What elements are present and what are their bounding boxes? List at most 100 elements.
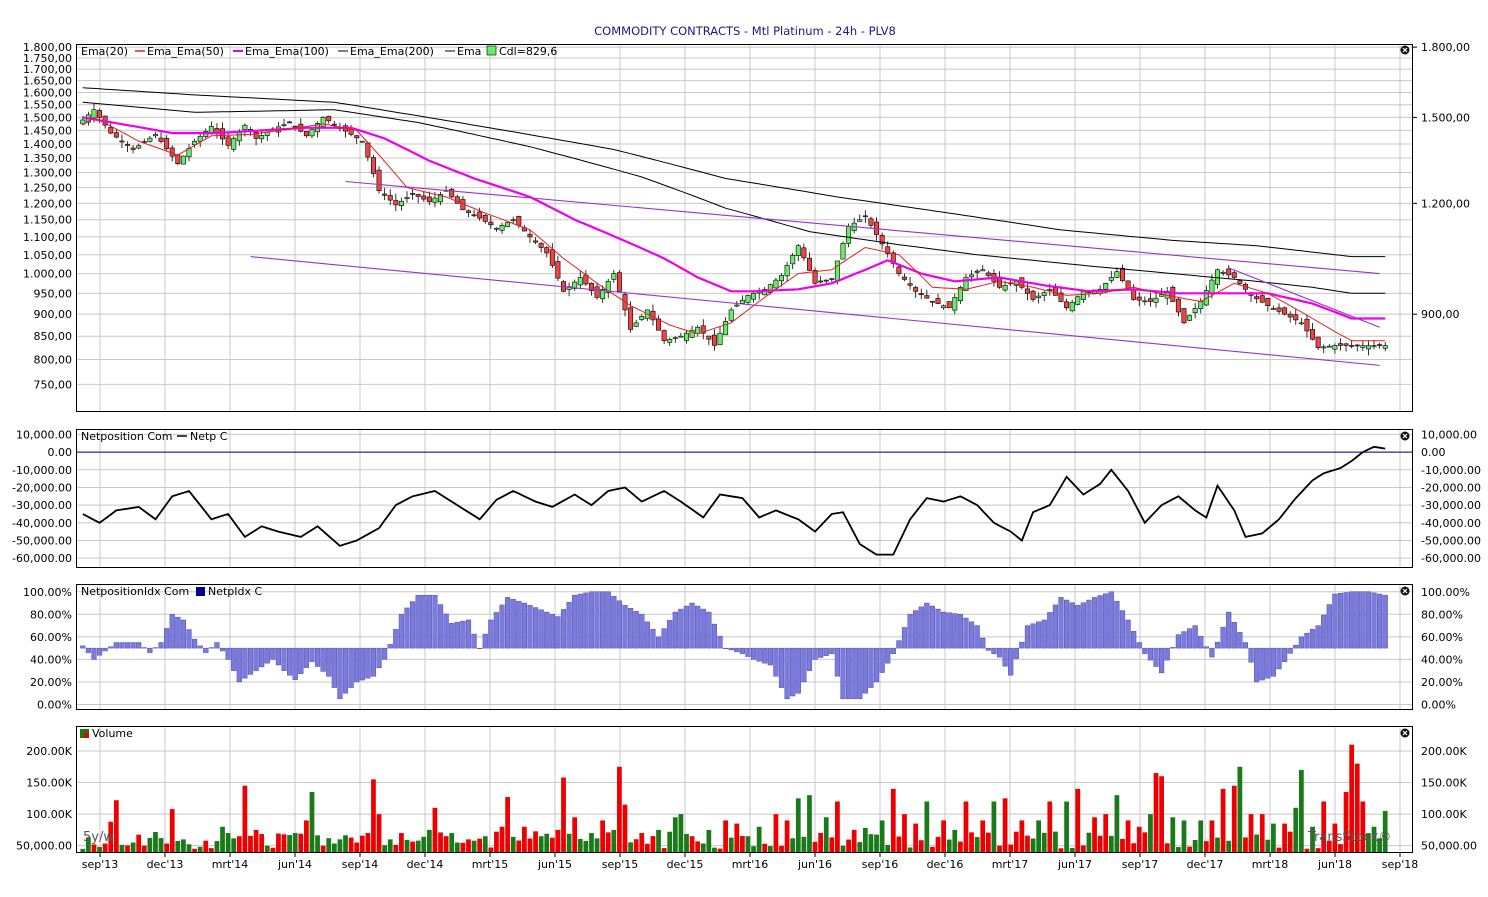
volume-bar-up (1226, 840, 1232, 852)
netidx-bar (823, 647, 829, 656)
candle-up (147, 137, 153, 142)
netpos-panel-close-button[interactable] (1400, 431, 1410, 441)
candle-down (1175, 298, 1181, 313)
netidx-bar (113, 642, 119, 649)
netidx-bar (192, 638, 198, 649)
netpos-y-tick-label: -50,000.00 (12, 534, 72, 547)
price-panel-close-button[interactable] (1400, 45, 1410, 55)
candle-down (415, 194, 421, 197)
volume-bar-down (125, 845, 130, 852)
candle-up (493, 227, 499, 230)
netidx-bar (1069, 602, 1075, 649)
candle-down (801, 247, 807, 259)
volume-bar-down (102, 843, 108, 852)
candle-down (292, 125, 298, 128)
candle-up (1002, 285, 1008, 291)
candle-up (309, 129, 315, 137)
volume-bar-down (376, 814, 382, 852)
mark-layer (77, 87, 1412, 852)
netidx-bar (583, 592, 589, 649)
netidx-bar (1371, 592, 1377, 649)
candle-up (717, 332, 723, 346)
candle-down (410, 193, 416, 195)
legend-volume: Volume (92, 727, 133, 740)
volume-bar-up (1064, 801, 1069, 852)
netidx-bar (1237, 632, 1243, 649)
volume-bar-up (728, 837, 734, 852)
volume-bar-up (790, 838, 796, 852)
volume-bar-down (633, 839, 639, 852)
candle-up (1371, 345, 1377, 347)
netidx-bar (695, 605, 701, 649)
candle-down (527, 233, 533, 238)
candle-down (935, 298, 941, 304)
candle-up (695, 326, 701, 335)
price-y-tick-label: 800,00 (34, 354, 73, 367)
netidx-bar (1226, 611, 1232, 649)
volume-bar-up (343, 835, 348, 852)
netidx-legend: NetpositionIdx Com NetpIdx C (81, 585, 263, 598)
netidx-bar (1282, 647, 1288, 662)
volume-bar-down (1008, 844, 1014, 852)
candle-up (689, 329, 695, 338)
x-tick-label: mrt'16 (732, 858, 769, 871)
candle-down (393, 200, 399, 206)
netidx-bar (449, 623, 455, 649)
netidx-bar (941, 611, 947, 649)
candle-up (152, 134, 158, 137)
price-right-tick-label: 1.500,00 (1421, 111, 1470, 124)
netidx-bar (1103, 593, 1109, 649)
watermark-left: 5y/w (83, 830, 114, 845)
volume-bar-down (466, 839, 471, 852)
volume-bar-up (678, 814, 684, 852)
volume-panel-close-button[interactable] (1400, 728, 1410, 738)
candle-down (616, 272, 622, 292)
volume-bar-down (740, 836, 745, 852)
volume-bar-up (946, 839, 952, 852)
volume-bar-down (561, 777, 566, 852)
volume-bar-up (700, 843, 706, 852)
candle-down (812, 270, 818, 284)
netidx-bar (510, 599, 516, 649)
volume-bar-up (628, 842, 633, 852)
volume-bar-up (1030, 838, 1036, 852)
x-tick-label: dec'13 (147, 858, 184, 871)
candle-down (538, 243, 544, 248)
netidx-bar (303, 647, 309, 668)
netidx-bar (946, 612, 952, 649)
volume-bar-down (1276, 847, 1282, 852)
netidx-bar (219, 647, 226, 652)
volume-bar-up (667, 831, 673, 852)
candle-down (253, 131, 259, 139)
axis-layer: sep'13 dec'13 mrt'14 jun'14 sep'14 dec'14 mrt'… (12, 41, 1481, 871)
volume-right-tick-label: 50,000.00 (1421, 840, 1477, 853)
volume-bar-down (91, 844, 97, 852)
netidx-bar (1181, 631, 1187, 649)
netidx-bar (1019, 641, 1025, 649)
netidx-bar (124, 642, 131, 649)
netidx-bar (918, 606, 924, 649)
netidx-bar (1186, 628, 1193, 649)
volume-bar-down (980, 820, 986, 852)
netidx-bar (1114, 600, 1120, 649)
volume-bar-down (1019, 820, 1025, 852)
volume-y-tick-label: 50,000.00 (16, 840, 72, 853)
candle-up (572, 281, 578, 289)
volume-bar-down (192, 848, 197, 852)
close-icon-cross (1402, 730, 1408, 736)
legend-netpidx: NetpIdx C (208, 585, 263, 598)
netidx-panel-close-button[interactable] (1400, 586, 1410, 596)
netidx-bar (331, 647, 337, 688)
netidx-bar (1377, 593, 1383, 649)
candle-up (784, 265, 790, 277)
channel-upper2-line (1228, 267, 1380, 328)
netidx-bar (577, 593, 583, 649)
candle-down (454, 196, 460, 204)
volume-bar-down (438, 832, 443, 852)
netidx-bar (505, 597, 511, 649)
netidx-bar (1153, 647, 1159, 667)
netidx-bar (840, 647, 846, 700)
candle-down (1304, 318, 1310, 332)
candle-up (1080, 291, 1086, 300)
netidx-bar (605, 591, 611, 649)
